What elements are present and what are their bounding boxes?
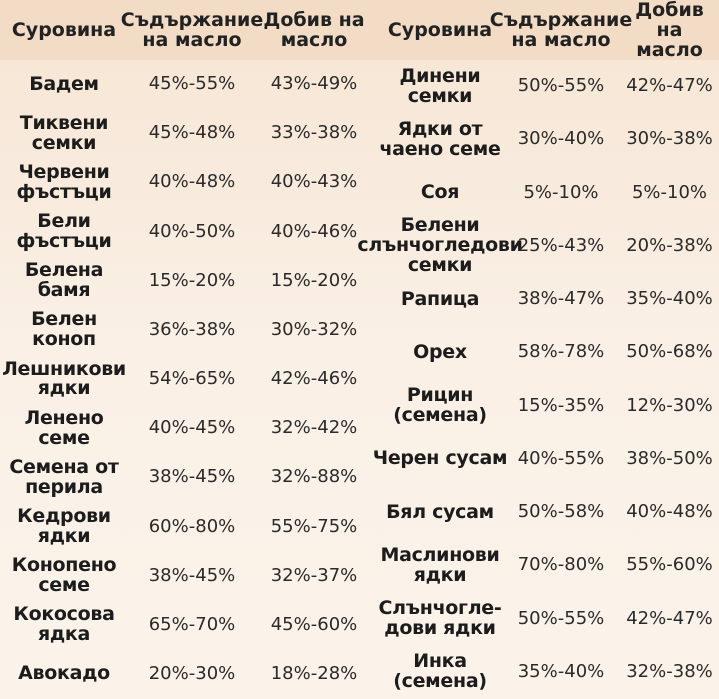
oil-content: 40%-50% (148, 220, 236, 242)
oil-yield: 32%-37% (270, 564, 358, 586)
oil-content: 38%-47% (517, 288, 605, 310)
column-header: Суровина (11, 19, 117, 42)
oil-yield: 32%-88% (270, 466, 358, 488)
oil-yield: 30%-32% (270, 318, 358, 340)
material-name: Бял сусам (386, 500, 494, 523)
oil-yield: 42%-46% (270, 368, 358, 390)
oil-content: 45%-55% (148, 73, 236, 95)
oil-content: 58%-78% (517, 341, 605, 363)
oil-yield: 55%-60% (626, 554, 713, 576)
oil-content: 40%-45% (148, 417, 236, 439)
column-header: Добив на масло (635, 0, 704, 61)
oil-content: 5%-10% (523, 181, 599, 203)
oil-yield: 42%-47% (626, 75, 713, 97)
column-header: Съдържание на масло (489, 9, 633, 51)
oil-content: 38%-45% (148, 564, 236, 586)
oil-yield: 12%-30% (626, 394, 713, 416)
column-header: Суровина (387, 19, 493, 42)
oil-content: 38%-45% (148, 466, 236, 488)
oil-yield: 45%-60% (270, 613, 358, 635)
material-name: Черен сусам (372, 447, 508, 470)
oil-yield: 40%-48% (626, 501, 713, 523)
material-name: Орех (413, 340, 467, 363)
material-name: Соя (420, 181, 460, 204)
oil-content: 60%-80% (148, 515, 236, 537)
column-header: Съдържание на масло (120, 9, 264, 51)
material-name: Белена бамя (24, 259, 104, 302)
oil-yield: 18%-28% (270, 662, 358, 684)
material-name: Семена от перила (9, 455, 119, 498)
oil-content: 35%-40% (517, 660, 605, 682)
column-header: Добив на масло (263, 9, 365, 51)
material-name: Белени слънчогледови семки (357, 214, 523, 277)
material-name: Ядки от чаено семе (379, 117, 501, 160)
oil-content: 15%-20% (148, 269, 236, 291)
material-name: Червени фъстъци (16, 160, 112, 203)
material-name: Рапица (400, 287, 480, 310)
material-name: Конопено семе (11, 554, 117, 597)
oil-yield: 42%-47% (626, 607, 713, 629)
oil-yield: 5%-10% (631, 181, 708, 203)
oil-content: 50%-58% (517, 501, 605, 523)
oil-yield: 20%-38% (626, 234, 713, 256)
material-name: Кокосова ядка (13, 603, 115, 646)
oil-yield: 50%-68% (626, 341, 713, 363)
oil-content: 54%-65% (148, 368, 236, 390)
oil-yield: 38%-50% (626, 447, 713, 469)
material-name: Кедрови ядки (17, 505, 111, 547)
oil-content: 15%-35% (517, 394, 605, 416)
oil-yield: 40%-43% (270, 171, 358, 193)
oil-yield: 40%-46% (270, 220, 358, 242)
oil-content: 30%-40% (517, 128, 605, 150)
material-name: Маслинови ядки (380, 543, 500, 586)
oil-content: 20%-30% (148, 662, 236, 684)
material-name: Динени семки (399, 64, 481, 107)
oil-content: 65%-70% (148, 613, 236, 635)
oil-content: 40%-55% (517, 447, 605, 469)
oil-content: 70%-80% (517, 554, 605, 576)
material-name: Ленено семе (24, 406, 104, 449)
oil-yield: 43%-49% (270, 73, 358, 95)
header-band (0, 0, 719, 60)
material-name: Авокадо (18, 662, 110, 685)
oil-content: 45%-48% (148, 122, 236, 144)
material-name: Бели фъстъци (16, 210, 112, 253)
material-name: Рицин (семена) (393, 384, 487, 427)
oil-yield: 32%-38% (626, 660, 713, 682)
oil-yield: 55%-75% (270, 515, 358, 537)
material-name: Слънчогле-дови ядки (378, 597, 502, 640)
oil-content: 50%-55% (517, 607, 605, 629)
oil-content: 25%-43% (517, 234, 605, 256)
oil-content: 50%-55% (517, 75, 605, 97)
oil-yield: 15%-20% (270, 269, 358, 291)
material-name: Бадем (29, 72, 99, 95)
oil-yield: 30%-38% (626, 128, 713, 150)
oil-yield: 35%-40% (626, 288, 713, 310)
oil-yield: 33%-38% (270, 122, 358, 144)
material-name: Лешникови ядки (2, 357, 126, 400)
oil-yield: 32%-42% (270, 417, 358, 439)
material-name: Инка (семена) (393, 650, 487, 693)
oil-content: 36%-38% (148, 318, 236, 340)
material-name: Тиквени семки (19, 111, 109, 154)
oil-content: 40%-48% (148, 171, 236, 193)
material-name: Белен коноп (31, 308, 97, 351)
